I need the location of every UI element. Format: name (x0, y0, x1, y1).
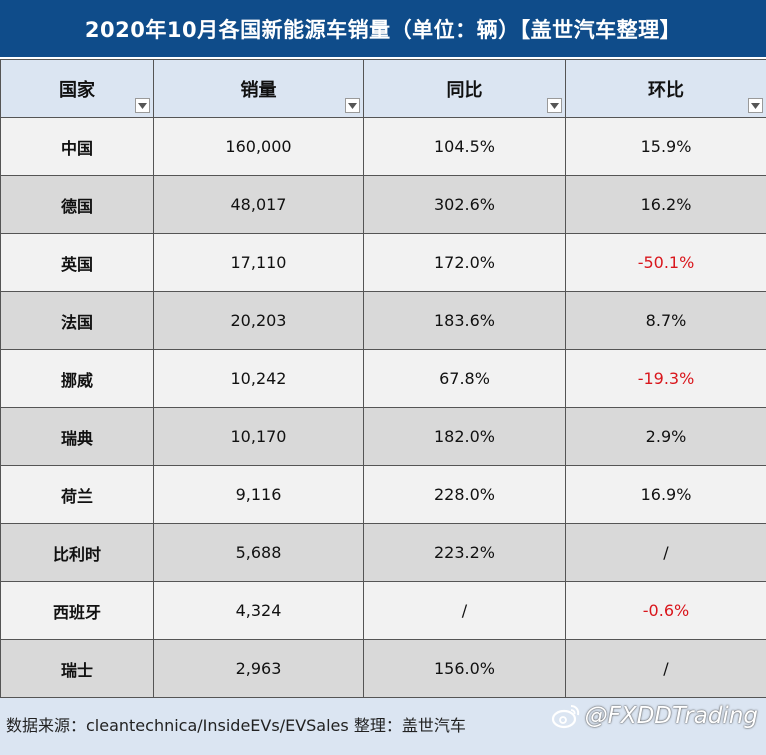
footer: 数据来源：cleantechnica/InsideEVs/EVSales 整理：… (0, 697, 766, 755)
yoy-cell: 104.5% (363, 117, 566, 176)
yoy-cell: 228.0% (363, 465, 566, 524)
header-country: 国家 (0, 59, 154, 118)
country-cell: 中国 (0, 117, 154, 176)
mom-cell: 2.9% (565, 407, 766, 466)
dropdown-filter-icon[interactable] (345, 98, 360, 113)
source-note: 数据来源：cleantechnica/InsideEVs/EVSales 整理：… (6, 716, 466, 735)
sales-cell: 9,116 (153, 465, 364, 524)
header-yoy: 同比 (363, 59, 566, 118)
yoy-cell: 183.6% (363, 291, 566, 350)
header-label: 国家 (59, 79, 95, 101)
sales-cell: 48,017 (153, 175, 364, 234)
mom-cell-negative: -50.1% (565, 233, 766, 292)
mom-cell: 16.2% (565, 175, 766, 234)
watermark-text: @FXDDTrading (584, 703, 758, 729)
weibo-icon (551, 703, 581, 729)
country-cell: 荷兰 (0, 465, 154, 524)
country-cell: 法国 (0, 291, 154, 350)
sales-cell: 160,000 (153, 117, 364, 176)
yoy-cell: 302.6% (363, 175, 566, 234)
country-cell: 英国 (0, 233, 154, 292)
table-row: 瑞典 10,170 182.0% 2.9% (0, 407, 766, 466)
yoy-cell: 67.8% (363, 349, 566, 408)
country-cell: 挪威 (0, 349, 154, 408)
country-cell: 比利时 (0, 523, 154, 582)
sales-cell: 20,203 (153, 291, 364, 350)
table-row: 荷兰 9,116 228.0% 16.9% (0, 465, 766, 524)
yoy-cell: 182.0% (363, 407, 566, 466)
sales-cell: 4,324 (153, 581, 364, 640)
dropdown-filter-icon[interactable] (135, 98, 150, 113)
country-cell: 西班牙 (0, 581, 154, 640)
table-row: 中国 160,000 104.5% 15.9% (0, 117, 766, 176)
sales-cell: 17,110 (153, 233, 364, 292)
yoy-cell: 223.2% (363, 523, 566, 582)
header-label: 销量 (240, 79, 277, 101)
header-mom: 环比 (565, 59, 766, 118)
mom-cell: 8.7% (565, 291, 766, 350)
sales-table: 国家 销量 同比 环比 (0, 59, 766, 698)
sales-cell: 5,688 (153, 523, 364, 582)
watermark: @FXDDTrading (551, 703, 758, 729)
table-row: 瑞士 2,963 156.0% / (0, 639, 766, 698)
yoy-cell: 172.0% (363, 233, 566, 292)
table-title: 2020年10月各国新能源车销量（单位：辆）【盖世汽车整理】 (0, 0, 766, 57)
table-row: 英国 17,110 172.0% -50.1% (0, 233, 766, 292)
yoy-cell: 156.0% (363, 639, 566, 698)
header-row: 国家 销量 同比 环比 (0, 59, 766, 118)
sales-cell: 10,242 (153, 349, 364, 408)
table-row: 比利时 5,688 223.2% / (0, 523, 766, 582)
table-row: 西班牙 4,324 / -0.6% (0, 581, 766, 640)
mom-cell: 15.9% (565, 117, 766, 176)
table-row: 法国 20,203 183.6% 8.7% (0, 291, 766, 350)
mom-cell: / (565, 523, 766, 582)
table-row: 德国 48,017 302.6% 16.2% (0, 175, 766, 234)
country-cell: 德国 (0, 175, 154, 234)
country-cell: 瑞士 (0, 639, 154, 698)
header-label: 环比 (648, 79, 684, 101)
country-cell: 瑞典 (0, 407, 154, 466)
table-row: 挪威 10,242 67.8% -19.3% (0, 349, 766, 408)
dropdown-filter-icon[interactable] (547, 98, 562, 113)
header-sales: 销量 (153, 59, 364, 118)
yoy-cell: / (363, 581, 566, 640)
header-label: 同比 (446, 79, 483, 101)
mom-cell-negative: -19.3% (565, 349, 766, 408)
mom-cell: 16.9% (565, 465, 766, 524)
sales-cell: 2,963 (153, 639, 364, 698)
sales-cell: 10,170 (153, 407, 364, 466)
mom-cell-negative: -0.6% (565, 581, 766, 640)
mom-cell: / (565, 639, 766, 698)
dropdown-filter-icon[interactable] (748, 98, 763, 113)
